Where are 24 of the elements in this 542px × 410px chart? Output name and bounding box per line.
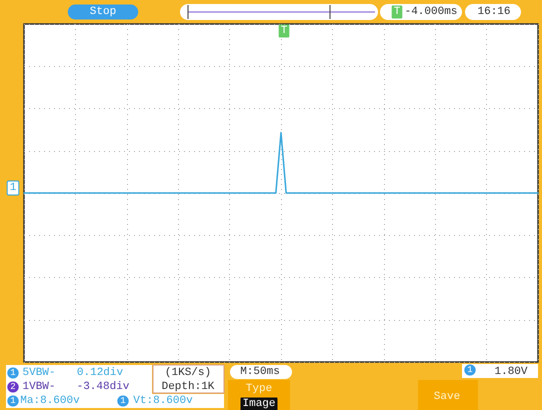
- text: M:50ms: [240, 366, 280, 378]
- text: Vt:8.600v: [133, 395, 194, 407]
- text: 0.12div: [76, 367, 124, 379]
- text: (1KS/s): [164, 367, 212, 379]
- text: 16:16: [477, 6, 511, 18]
- text: T: [394, 6, 401, 18]
- text: 1: [10, 182, 17, 194]
- text: Depth:1K: [162, 381, 215, 393]
- text: 1: [120, 396, 126, 406]
- text: Save: [434, 391, 460, 403]
- text: Image: [242, 398, 276, 410]
- text: -4.000ms: [404, 6, 458, 18]
- text: 1.80V: [494, 366, 528, 378]
- text: 5VBW-: [22, 367, 56, 379]
- text: Ma:8.600v: [20, 395, 80, 407]
- text: 1VBW-: [22, 381, 56, 393]
- text: Type: [246, 383, 272, 395]
- text: Stop: [90, 6, 116, 18]
- text: -3.48div: [76, 381, 130, 393]
- text: 1: [467, 365, 473, 375]
- text: 2: [10, 382, 16, 392]
- text: 1: [10, 396, 16, 406]
- text: 1: [10, 368, 16, 378]
- text: T: [280, 25, 288, 37]
